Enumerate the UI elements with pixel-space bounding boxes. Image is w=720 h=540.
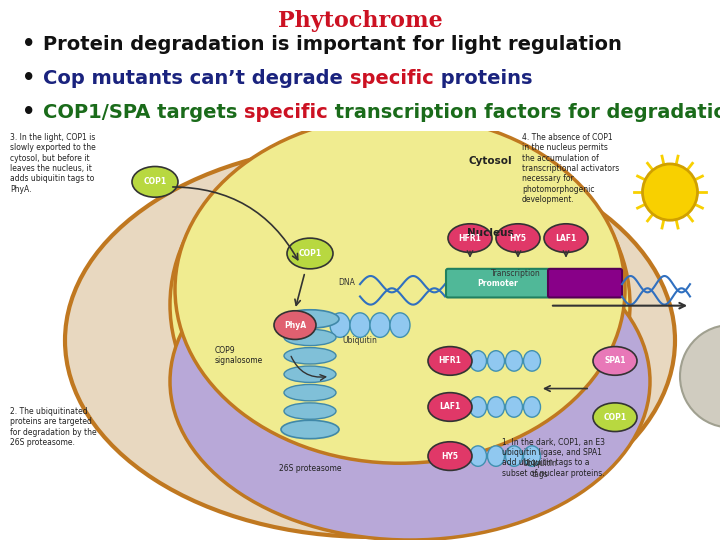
FancyBboxPatch shape — [446, 269, 550, 298]
Ellipse shape — [284, 329, 336, 346]
Ellipse shape — [284, 348, 336, 364]
Ellipse shape — [350, 313, 370, 338]
Ellipse shape — [287, 238, 333, 269]
Ellipse shape — [523, 350, 541, 371]
Ellipse shape — [469, 350, 487, 371]
Text: DNA: DNA — [338, 278, 355, 287]
Ellipse shape — [284, 403, 336, 419]
Ellipse shape — [284, 421, 336, 437]
Text: Promoter: Promoter — [477, 279, 518, 288]
Ellipse shape — [487, 397, 505, 417]
Text: Transcription: Transcription — [491, 269, 541, 278]
Text: Phytochrome: Phytochrome — [278, 10, 442, 32]
Text: COP1: COP1 — [603, 413, 626, 422]
Text: 1. In the dark, COP1, an E3
ubiquitin ligase, and SPA1
add ubiquitin tags to a
s: 1. In the dark, COP1, an E3 ubiquitin li… — [502, 437, 605, 478]
Ellipse shape — [428, 393, 472, 421]
Text: HY5: HY5 — [510, 234, 526, 242]
Text: •: • — [22, 103, 35, 123]
Ellipse shape — [170, 120, 630, 489]
Ellipse shape — [523, 446, 541, 467]
Text: proteins: proteins — [433, 69, 532, 88]
Text: •: • — [22, 35, 35, 55]
Text: Ubiquitin: Ubiquitin — [343, 335, 377, 345]
Ellipse shape — [370, 313, 390, 338]
Ellipse shape — [281, 310, 339, 328]
Text: Cytosol: Cytosol — [468, 157, 512, 166]
Ellipse shape — [284, 366, 336, 382]
Ellipse shape — [65, 144, 675, 537]
Ellipse shape — [175, 116, 625, 463]
Ellipse shape — [505, 446, 523, 467]
Ellipse shape — [132, 166, 178, 197]
Text: COP9
signalosome: COP9 signalosome — [215, 346, 264, 365]
Ellipse shape — [281, 420, 339, 438]
Text: Cop mutants can’t degrade: Cop mutants can’t degrade — [43, 69, 350, 88]
Ellipse shape — [284, 311, 336, 327]
Ellipse shape — [496, 224, 540, 253]
Ellipse shape — [487, 350, 505, 371]
Text: Ubiquitin
tags: Ubiquitin tags — [523, 459, 557, 478]
Text: HY5: HY5 — [441, 451, 459, 461]
Ellipse shape — [428, 442, 472, 470]
Text: Nucleus: Nucleus — [467, 228, 513, 238]
Ellipse shape — [330, 313, 350, 338]
Ellipse shape — [487, 446, 505, 467]
Ellipse shape — [505, 350, 523, 371]
Text: specific: specific — [244, 103, 328, 122]
Ellipse shape — [593, 403, 637, 431]
Text: LAF1: LAF1 — [439, 402, 461, 411]
Text: 2. The ubiquitinated
proteins are targeted
for degradation by the
26S proteasome: 2. The ubiquitinated proteins are target… — [10, 407, 96, 447]
Ellipse shape — [544, 224, 588, 253]
Text: 3. In the light, COP1 is
slowly exported to the
cytosol, but before it
leaves th: 3. In the light, COP1 is slowly exported… — [10, 133, 96, 194]
Ellipse shape — [469, 446, 487, 467]
Text: LAF1: LAF1 — [555, 234, 577, 242]
Text: COP1/SPA targets: COP1/SPA targets — [43, 103, 244, 122]
Ellipse shape — [448, 224, 492, 253]
Text: PhyA: PhyA — [284, 321, 306, 329]
Text: transcription factors for degradation: transcription factors for degradation — [328, 103, 720, 122]
Ellipse shape — [274, 311, 316, 340]
Ellipse shape — [523, 397, 541, 417]
Ellipse shape — [390, 313, 410, 338]
Text: COP1: COP1 — [143, 177, 166, 186]
Ellipse shape — [505, 397, 523, 417]
Ellipse shape — [469, 397, 487, 417]
FancyBboxPatch shape — [548, 269, 622, 298]
Text: specific: specific — [350, 69, 433, 88]
Text: 26S proteasome: 26S proteasome — [279, 464, 341, 473]
Ellipse shape — [593, 347, 637, 375]
Text: HFR1: HFR1 — [438, 356, 462, 366]
Ellipse shape — [170, 223, 650, 540]
Ellipse shape — [428, 347, 472, 375]
Ellipse shape — [642, 164, 698, 220]
Text: 4. The absence of COP1
in the nucleus permits
the accumulation of
transcriptiona: 4. The absence of COP1 in the nucleus pe… — [522, 133, 619, 204]
Text: •: • — [22, 69, 35, 89]
Text: HFR1: HFR1 — [459, 234, 482, 242]
Text: Protein degradation is important for light regulation: Protein degradation is important for lig… — [43, 35, 622, 54]
Ellipse shape — [284, 384, 336, 401]
Wedge shape — [680, 325, 720, 428]
Text: COP1: COP1 — [298, 249, 322, 258]
Text: SPA1: SPA1 — [604, 356, 626, 366]
